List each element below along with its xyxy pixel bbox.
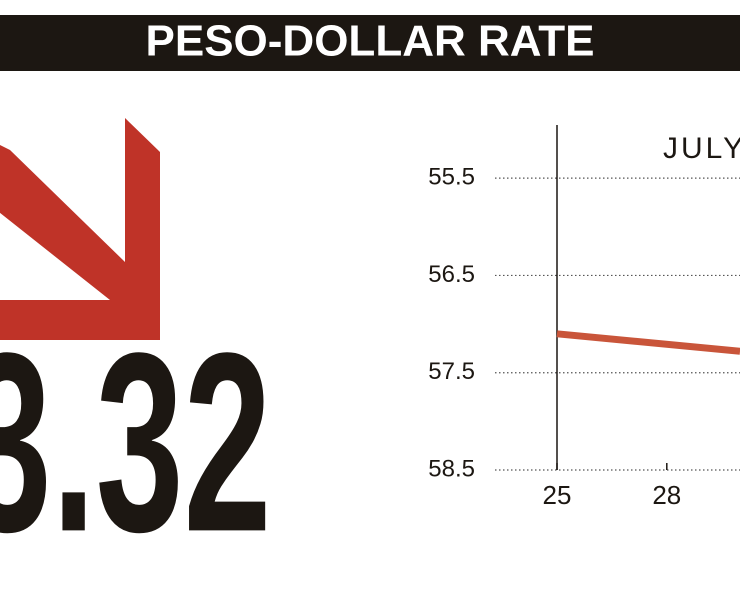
- rate-line: [556, 330, 740, 355]
- x-tick-label: 28: [652, 480, 681, 510]
- y-tick-label: 58.5: [428, 455, 475, 482]
- down-arrow: [0, 118, 160, 340]
- headline-value: 3.32: [0, 300, 271, 585]
- y-tick-label: 57.5: [428, 358, 475, 385]
- title-band: [0, 15, 740, 71]
- y-tick-label: 55.5: [428, 163, 475, 190]
- y-tick-label: 56.5: [428, 261, 475, 288]
- month-label: JULY: [663, 132, 740, 165]
- x-tick-label: 25: [543, 480, 572, 510]
- title: PESO-DOLLAR RATE: [146, 17, 595, 66]
